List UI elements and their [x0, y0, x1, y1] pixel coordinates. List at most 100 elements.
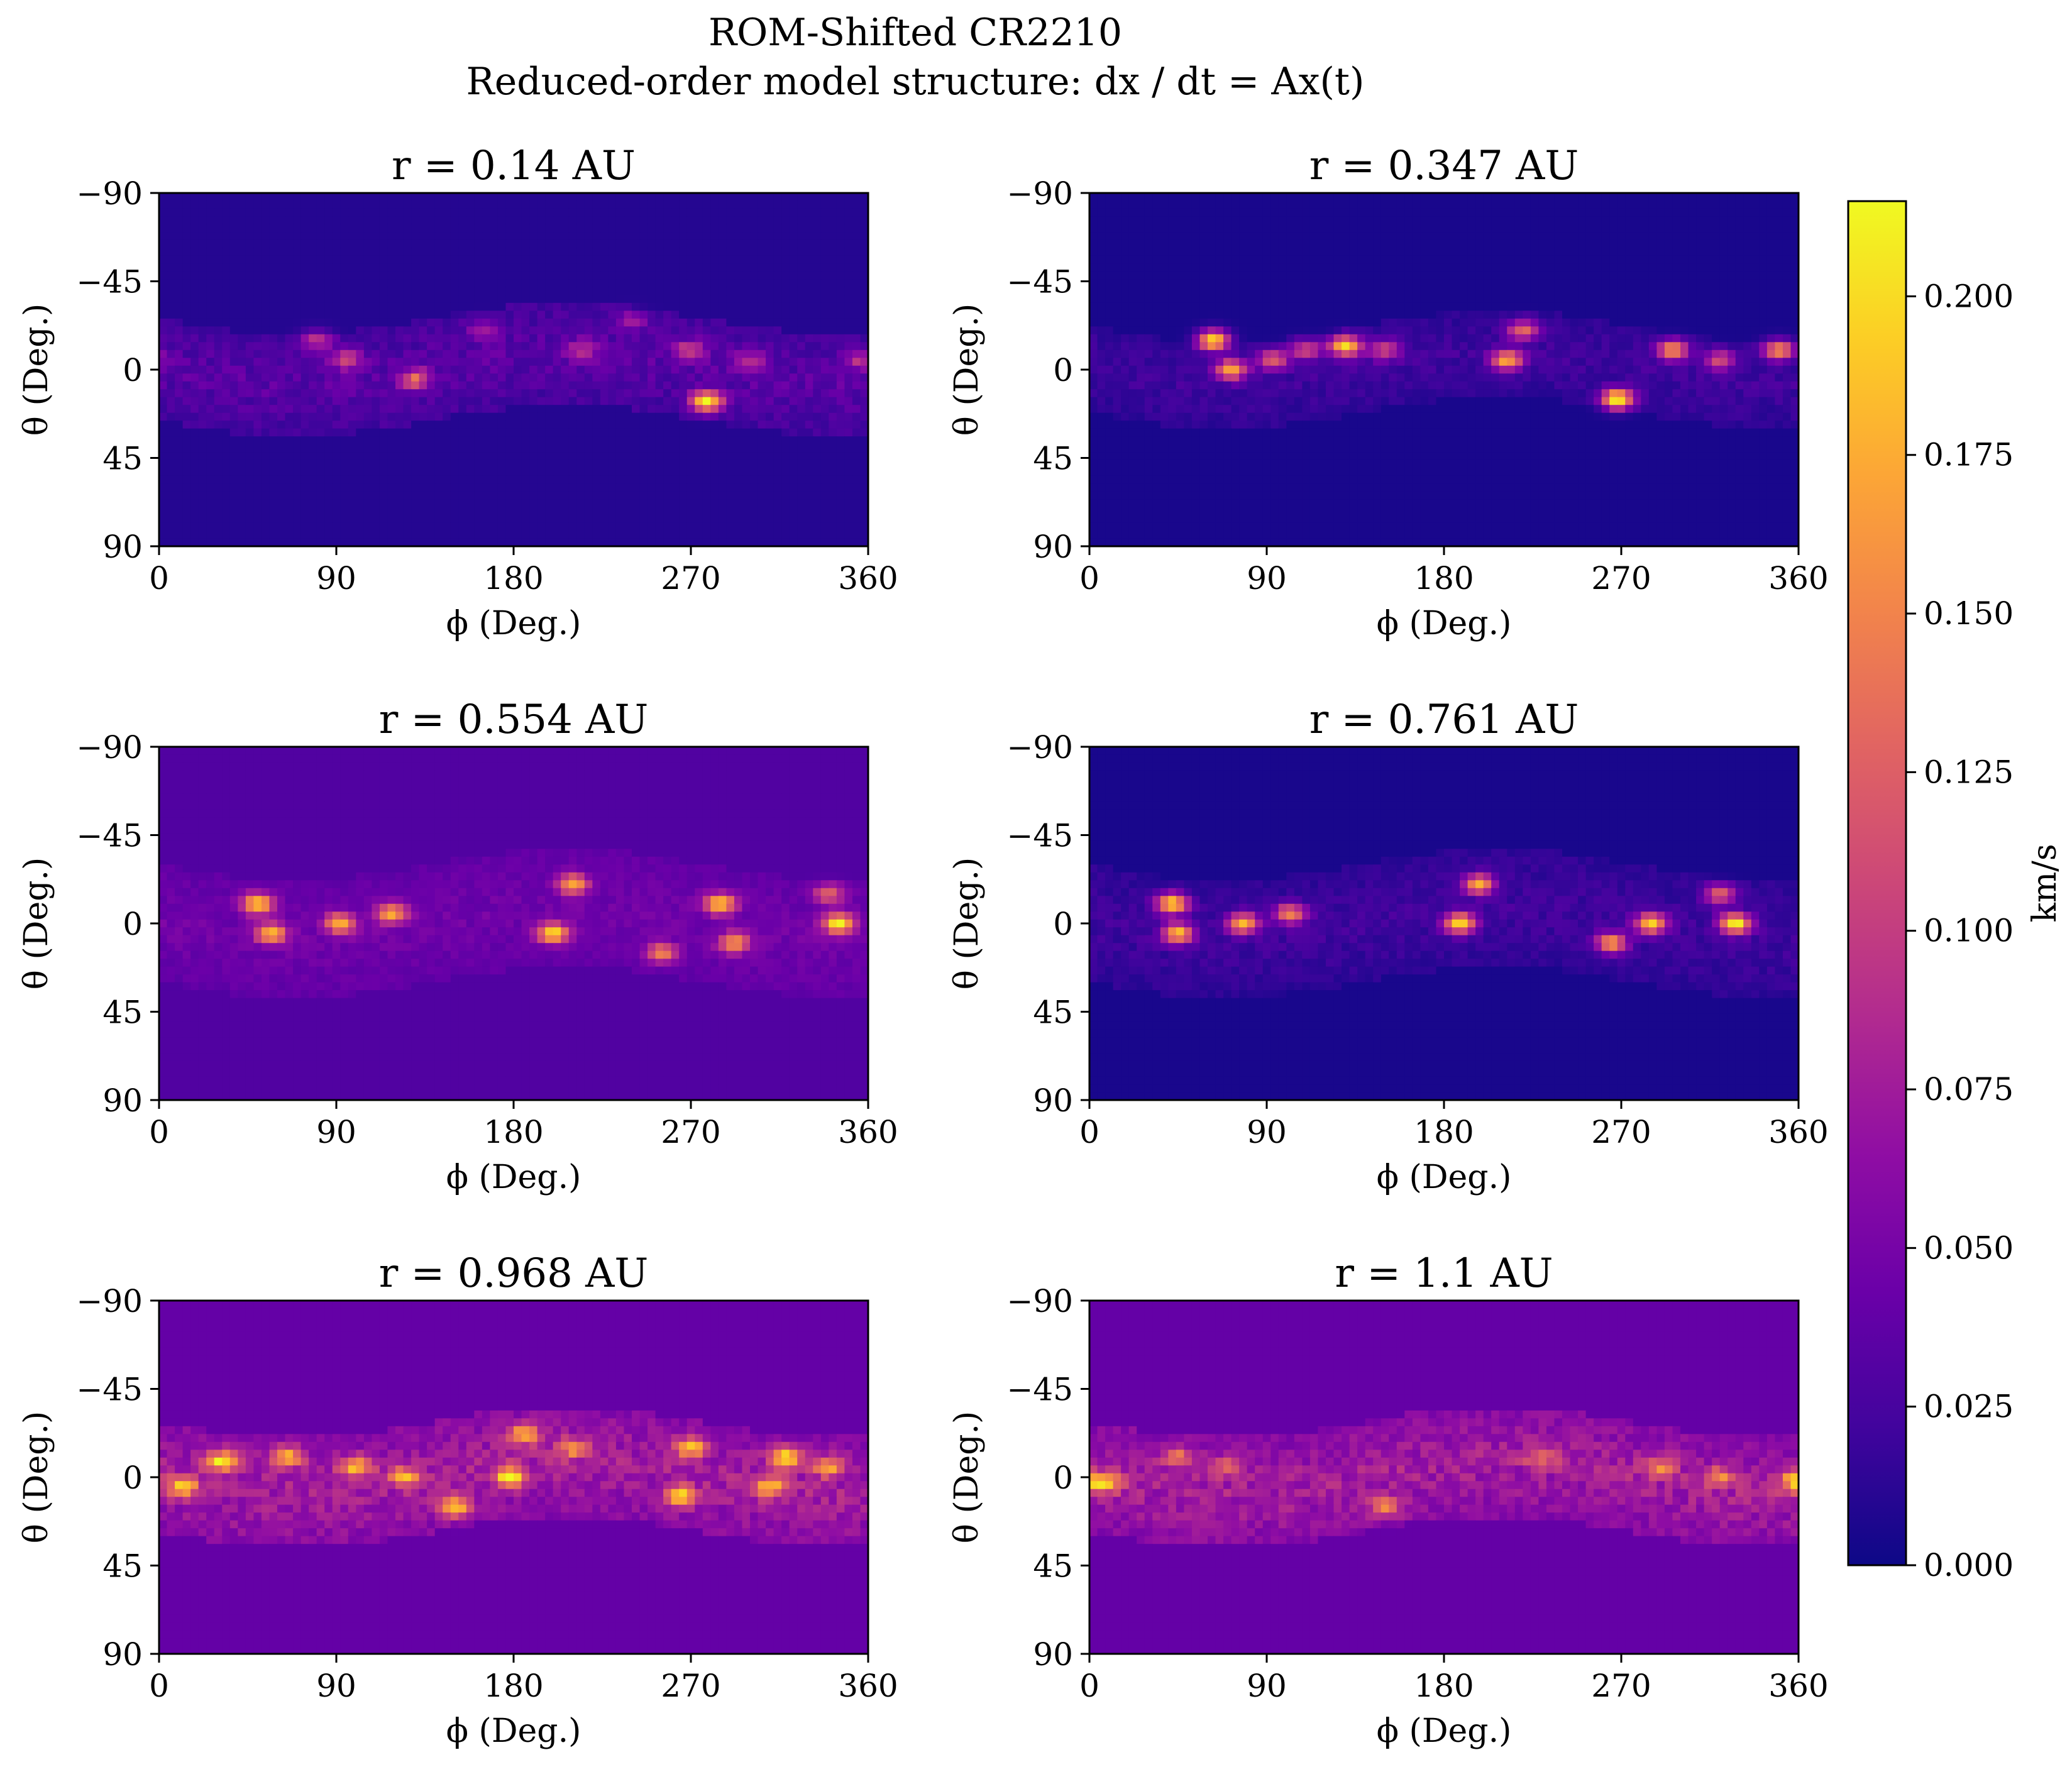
heatmap-cell	[1601, 216, 1610, 225]
heatmap-cell	[387, 201, 396, 209]
heatmap-cell	[750, 350, 759, 358]
heatmap-cell	[568, 381, 577, 390]
heatmap-cell	[372, 311, 380, 319]
heatmap-cell	[1231, 263, 1240, 272]
heatmap-cell	[482, 436, 490, 445]
heatmap-cell	[584, 350, 593, 358]
heatmap-cell	[474, 389, 483, 398]
heatmap-cell	[363, 334, 372, 343]
heatmap-cell	[309, 475, 317, 484]
heatmap-cell	[1208, 232, 1216, 241]
heatmap-cell	[639, 381, 648, 390]
heatmap-cell	[750, 373, 759, 382]
heatmap-cell	[789, 271, 798, 280]
heatmap-cell	[592, 232, 601, 241]
heatmap-cell	[710, 428, 719, 437]
heatmap-cell	[229, 389, 238, 398]
heatmap-cell	[584, 475, 593, 484]
heatmap-cell	[568, 239, 577, 249]
heatmap-cell	[379, 538, 389, 547]
heatmap-cell	[490, 515, 499, 524]
heatmap-cell	[497, 381, 507, 390]
heatmap-cell	[1499, 224, 1507, 233]
heatmap-cell	[490, 271, 499, 280]
heatmap-cell	[1333, 208, 1342, 217]
heatmap-cell	[229, 342, 238, 351]
heatmap-cell	[844, 224, 853, 233]
heatmap-cell	[1751, 224, 1760, 233]
heatmap-cell	[505, 421, 514, 429]
heatmap-cell	[789, 412, 798, 421]
heatmap-cell	[206, 475, 215, 484]
heatmap-cell	[309, 287, 317, 295]
heatmap-cell	[726, 271, 735, 280]
heatmap-cell	[253, 452, 262, 461]
heatmap-cell	[750, 358, 759, 366]
heatmap-cell	[1766, 208, 1775, 217]
heatmap-cell	[238, 239, 246, 249]
heatmap-cell	[324, 208, 333, 217]
heatmap-cell	[561, 255, 570, 264]
heatmap-cell	[403, 421, 412, 429]
heatmap-cell	[797, 224, 806, 233]
heatmap-cell	[632, 531, 641, 539]
heatmap-cell	[434, 365, 443, 374]
heatmap-cell	[514, 460, 522, 468]
heatmap-cell	[576, 302, 585, 311]
heatmap-cell	[466, 365, 475, 374]
heatmap-cell	[443, 507, 451, 515]
heatmap-cell	[316, 507, 325, 515]
heatmap-cell	[521, 326, 530, 335]
heatmap-cell	[592, 428, 601, 437]
heatmap-cell	[269, 515, 278, 524]
heatmap-cell	[726, 405, 735, 414]
heatmap-cell	[679, 483, 688, 492]
heatmap-cell	[710, 311, 719, 319]
heatmap-cell	[537, 302, 546, 311]
heatmap-cell	[1373, 224, 1382, 233]
heatmap-cell	[497, 326, 507, 335]
heatmap-cell	[379, 334, 389, 343]
heatmap-cell	[293, 452, 302, 461]
heatmap-cell	[545, 499, 554, 508]
heatmap-cell	[836, 216, 845, 225]
heatmap-cell	[1270, 255, 1279, 264]
heatmap-cell	[615, 475, 625, 484]
heatmap-cell	[702, 318, 711, 327]
heatmap-cell	[781, 279, 790, 288]
heatmap-cell	[553, 208, 561, 217]
heatmap-cell	[1499, 263, 1507, 272]
heatmap-cell	[1609, 224, 1618, 233]
heatmap-cell	[245, 239, 254, 249]
heatmap-cell	[568, 318, 577, 327]
heatmap-cell	[608, 531, 617, 539]
heatmap-cell	[844, 538, 853, 547]
heatmap-cell	[497, 452, 507, 461]
heatmap-cell	[253, 216, 262, 225]
heatmap-cell	[545, 193, 554, 202]
heatmap-cell	[190, 365, 199, 374]
heatmap-cell	[309, 460, 317, 468]
heatmap-cell	[1444, 193, 1453, 202]
heatmap-cell	[198, 436, 207, 445]
heatmap-cell	[576, 397, 585, 405]
heatmap-cell	[773, 389, 782, 398]
heatmap-cell	[521, 452, 530, 461]
heatmap-cell	[1436, 216, 1445, 225]
heatmap-cell	[379, 311, 389, 319]
heatmap-cell	[293, 255, 302, 264]
heatmap-cell	[836, 475, 845, 484]
heatmap-cell	[1349, 224, 1358, 233]
heatmap-cell	[372, 326, 380, 335]
heatmap-cell	[734, 491, 743, 500]
heatmap-cell	[356, 515, 365, 524]
heatmap-cell	[403, 507, 412, 515]
heatmap-cell	[781, 531, 790, 539]
heatmap-cell	[537, 381, 546, 390]
heatmap-cell	[655, 405, 664, 414]
heatmap-cell	[293, 201, 302, 209]
heatmap-cell	[482, 475, 490, 484]
heatmap-cell	[285, 405, 294, 414]
heatmap-cell	[356, 232, 365, 241]
heatmap-cell	[537, 279, 546, 288]
